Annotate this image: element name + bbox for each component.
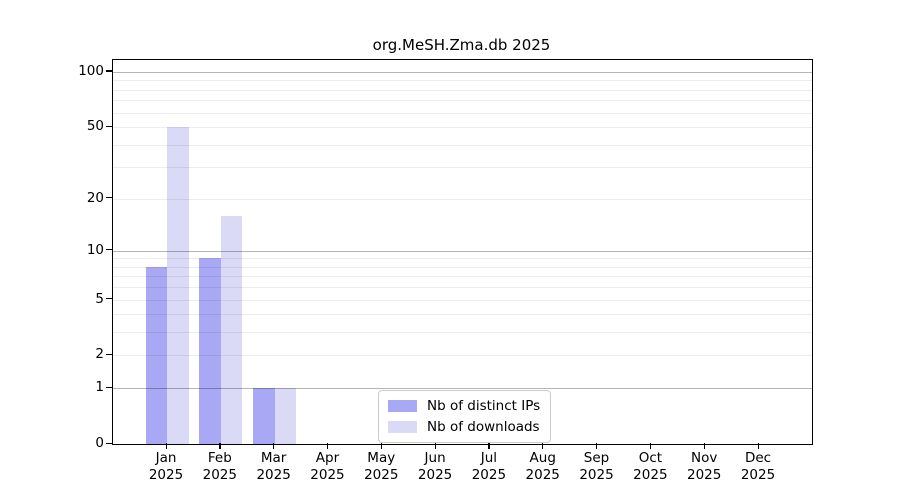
gridline-major [113, 388, 812, 390]
x-tick-month: Jul [480, 450, 498, 466]
plot-area [112, 59, 813, 445]
x-tick-month: Aug [529, 450, 556, 466]
x-tick-label: Oct 2025 [618, 450, 682, 484]
x-tick-mark [273, 443, 275, 449]
bar-downloads [274, 388, 297, 444]
x-tick-year: 2025 [310, 467, 345, 483]
gridline-minor [113, 287, 812, 289]
legend-label-downloads: Nb of downloads [427, 419, 540, 435]
legend-swatch-distinct-ips [388, 400, 417, 412]
gridline-minor [113, 167, 812, 169]
bar-distinct-ips [145, 266, 167, 444]
gridline-minor [113, 355, 812, 357]
x-tick-label: Mar 2025 [242, 450, 306, 484]
y-tick-label: 0 [95, 435, 104, 451]
gridline-minor [113, 258, 812, 260]
x-tick-month: Apr [315, 450, 340, 466]
x-tick-year: 2025 [202, 467, 237, 483]
gridline-major [113, 71, 812, 73]
y-tick-mark [106, 386, 112, 388]
x-tick-mark [380, 443, 382, 449]
legend-item-downloads: Nb of downloads [388, 418, 540, 436]
gridline-minor [113, 112, 812, 114]
y-tick-mark [106, 197, 112, 199]
bar-distinct-ips [199, 258, 221, 444]
x-tick-mark [649, 443, 652, 449]
gridline-minor [113, 299, 812, 301]
legend-item-distinct-ips: Nb of distinct IPs [388, 397, 540, 415]
y-tick-mark [106, 125, 112, 127]
x-tick-month: Jan [155, 450, 177, 466]
x-tick-month: Dec [744, 450, 772, 466]
x-tick-month: Nov [690, 450, 718, 466]
x-tick-label: Apr 2025 [295, 450, 359, 484]
x-tick-month: Feb [207, 450, 232, 466]
x-tick-mark [326, 443, 329, 449]
chart-title: org.MeSH.Zma.db 2025 [372, 36, 551, 54]
x-tick-label: Jan 2025 [134, 450, 198, 484]
y-tick-label: 5 [95, 290, 104, 307]
gridline-minor [113, 100, 812, 102]
x-tick-year: 2025 [579, 467, 614, 483]
x-tick-year: 2025 [525, 467, 560, 483]
x-tick-year: 2025 [686, 467, 722, 483]
y-tick-mark [106, 353, 112, 356]
y-tick-label: 50 [86, 118, 104, 135]
gridline-minor [113, 144, 812, 146]
gridline-minor [113, 314, 812, 316]
x-tick-month: Jun [424, 450, 446, 466]
x-tick-label: Aug 2025 [511, 450, 575, 484]
x-tick-month: Sep [583, 450, 610, 466]
x-tick-mark [219, 443, 221, 449]
x-tick-year: 2025 [417, 467, 453, 483]
x-tick-mark [703, 443, 705, 449]
gridline-minor [113, 127, 812, 129]
x-tick-label: Jul 2025 [457, 450, 521, 484]
gridline-minor [113, 332, 812, 334]
x-tick-mark [165, 443, 167, 449]
x-tick-year: 2025 [148, 467, 184, 483]
x-tick-year: 2025 [633, 467, 668, 483]
x-tick-year: 2025 [471, 467, 507, 483]
y-tick-label: 1 [95, 379, 104, 396]
y-tick-mark [106, 249, 112, 251]
legend: Nb of distinct IPs Nb of downloads [378, 390, 552, 443]
gridline-minor [113, 89, 812, 91]
x-tick-year: 2025 [256, 467, 291, 483]
x-tick-label: Nov 2025 [672, 450, 736, 484]
y-tick-label: 2 [95, 346, 104, 363]
y-tick-label: 10 [86, 241, 104, 258]
gridline-minor [113, 266, 812, 268]
bar-downloads [220, 215, 243, 444]
x-tick-mark [488, 443, 490, 449]
gridline-minor [113, 198, 812, 200]
x-tick-month: Oct [638, 450, 663, 466]
gridline-major [113, 250, 812, 252]
bar-distinct-ips [253, 388, 275, 444]
x-tick-year: 2025 [740, 467, 776, 483]
legend-swatch-downloads [388, 421, 417, 433]
x-tick-month: Mar [260, 450, 287, 466]
x-tick-label: Dec 2025 [726, 450, 790, 484]
y-tick-label: 100 [78, 62, 104, 79]
gridline-minor [113, 80, 812, 82]
y-tick-label: 20 [86, 189, 104, 206]
x-tick-label: Sep 2025 [565, 450, 629, 484]
x-tick-label: Feb 2025 [188, 450, 252, 484]
x-tick-month: May [367, 450, 396, 466]
x-tick-label: May 2025 [349, 450, 413, 484]
x-tick-mark [542, 443, 544, 449]
x-tick-mark [434, 443, 436, 449]
x-tick-mark [596, 443, 598, 449]
bar-downloads [167, 127, 189, 444]
x-tick-label: Jun 2025 [403, 450, 467, 484]
gridline-minor [113, 276, 812, 278]
x-tick-year: 2025 [364, 467, 399, 483]
x-tick-mark [757, 443, 759, 449]
y-tick-mark [106, 442, 112, 444]
y-tick-mark [106, 70, 112, 72]
legend-label-distinct-ips: Nb of distinct IPs [427, 398, 541, 414]
y-tick-mark [106, 298, 112, 300]
